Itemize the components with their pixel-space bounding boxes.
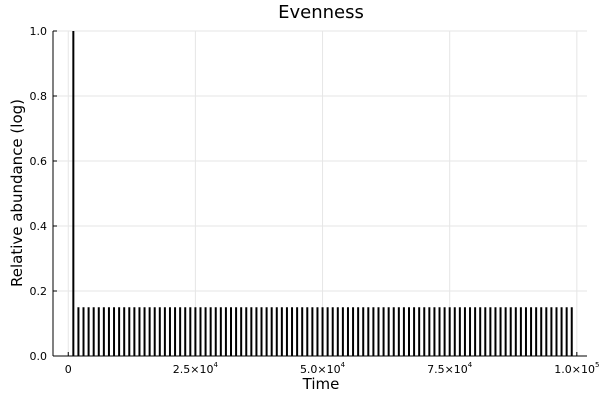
x-tick-label-exponent: 4 [341, 361, 346, 369]
chart-title: Evenness [278, 2, 364, 23]
y-tick-label: 0.8 [30, 90, 48, 103]
axes [52, 31, 587, 357]
x-tick-label: 5.0×104 [300, 361, 346, 376]
x-tick-label: 2.5×104 [173, 361, 219, 376]
y-axis-label: Relative abundance (log) [8, 99, 26, 287]
y-tick-label: 0.0 [30, 350, 48, 363]
y-tick-label: 0.4 [30, 220, 48, 233]
x-tick-label-exponent: 4 [468, 361, 473, 369]
x-tick-label-base: 7.5×10 [427, 363, 468, 376]
x-tick-label-base: 2.5×10 [173, 363, 214, 376]
x-tick-labels: 0 2.5×104 5.0×104 7.5×104 1.0×105 [65, 352, 599, 376]
x-tick-label-base: 0 [65, 363, 72, 376]
x-axis-label: Time [302, 375, 340, 393]
y-tick-label: 1.0 [30, 25, 48, 38]
spike-series [72, 31, 573, 356]
x-tick-label-exponent: 5 [595, 361, 599, 369]
x-tick-label: 0 [65, 363, 72, 376]
x-tick-label: 7.5×104 [427, 361, 473, 376]
y-tick-label: 0.6 [30, 155, 48, 168]
y-tick-labels: 0.0 0.2 0.4 0.6 0.8 1.0 [30, 25, 57, 363]
y-tick-label: 0.2 [30, 285, 48, 298]
x-tick-label-exponent: 4 [214, 361, 219, 369]
x-tick-label-base: 5.0×10 [300, 363, 341, 376]
x-tick-label: 1.0×105 [554, 361, 599, 376]
grid-lines [53, 30, 587, 357]
x-tick-label-base: 1.0×10 [554, 363, 595, 376]
